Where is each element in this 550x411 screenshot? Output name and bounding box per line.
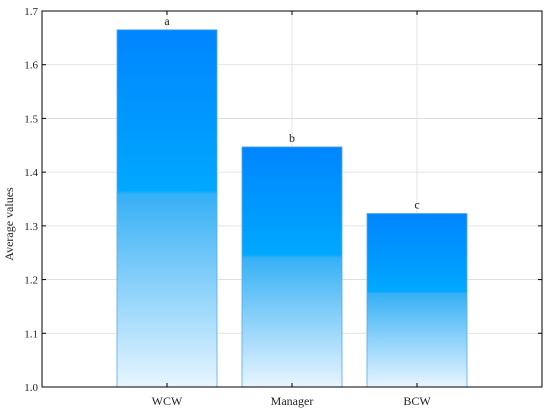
y-tick-label: 1.7 — [24, 6, 38, 18]
x-tick-label: WCW — [152, 394, 183, 408]
y-tick-label: 1.5 — [24, 113, 38, 125]
y-axis-title: Average values — [2, 187, 16, 261]
x-tick-label: Manager — [271, 394, 314, 408]
plot-frame — [41, 10, 543, 388]
bar-wcw — [116, 29, 218, 388]
y-tick-label: 1.2 — [24, 275, 38, 287]
axes: 1.0 1.1 1.2 1.3 1.4 1.5 1.6 1.7 WCW Manager BCW — [24, 6, 543, 408]
y-tick-label: 1.6 — [24, 60, 38, 72]
y-tick-label: 1.4 — [24, 167, 38, 179]
y-tick-label: 1.0 — [24, 382, 38, 394]
bar-bcw — [366, 213, 468, 388]
x-tick-label: BCW — [403, 394, 431, 408]
y-tick-label: 1.3 — [24, 221, 38, 233]
y-tick-label: 1.1 — [24, 328, 38, 340]
bar-manager — [241, 146, 343, 388]
bars: a b c — [116, 14, 468, 388]
data-label: c — [414, 198, 419, 212]
data-label: a — [164, 14, 170, 28]
data-label: b — [289, 131, 295, 145]
